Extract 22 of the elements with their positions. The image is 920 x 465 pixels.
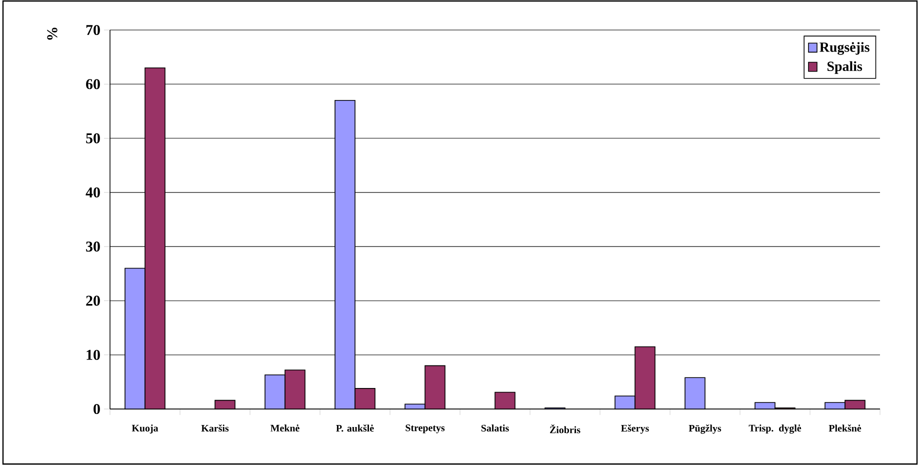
y-tick-label: 50 bbox=[86, 133, 100, 144]
y-axis-title: % bbox=[47, 28, 58, 40]
legend-label: Spalis bbox=[827, 61, 862, 74]
x-tick-label: Trisp. dyglė bbox=[748, 424, 802, 434]
x-tick-label: Ešerys bbox=[621, 424, 649, 434]
x-tick-label: P. aukšlė bbox=[336, 424, 374, 432]
x-tick-label: Pūgžlys bbox=[688, 424, 722, 434]
x-tick-label: Salatis bbox=[481, 424, 509, 432]
legend-label: Rugsėjis bbox=[820, 42, 870, 55]
x-tick-label: Plekšnė bbox=[828, 424, 862, 432]
x-tick-label: Meknė bbox=[270, 424, 300, 432]
x-tick-label: Strepetys bbox=[406, 424, 445, 434]
y-tick-label: 20 bbox=[86, 296, 100, 306]
y-tick-label: 10 bbox=[86, 350, 100, 360]
y-tick-label: 30 bbox=[86, 242, 100, 252]
x-tick-label: Žiobris bbox=[550, 424, 580, 434]
y-tick-label: 70 bbox=[86, 24, 100, 36]
y-tick-label: 0 bbox=[94, 404, 100, 414]
y-tick-label: 60 bbox=[86, 79, 100, 90]
y-tick-label: 40 bbox=[86, 187, 100, 198]
x-tick-label: Karšis bbox=[201, 424, 229, 432]
x-tick-label: Kuoja bbox=[132, 424, 158, 434]
